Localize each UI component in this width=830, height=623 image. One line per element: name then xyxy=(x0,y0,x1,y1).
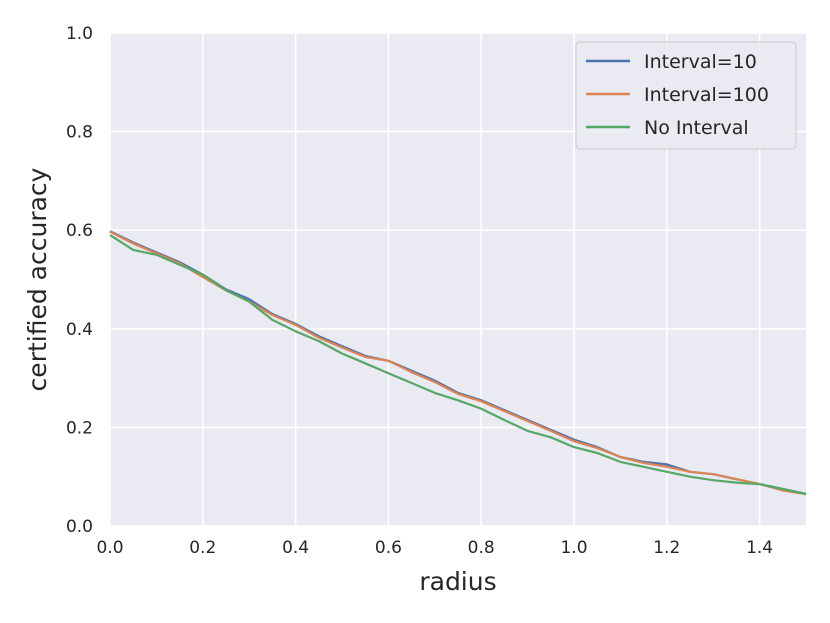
y-tick-label: 1.0 xyxy=(66,24,93,44)
x-tick-label: 1.4 xyxy=(746,538,773,558)
x-tick-label: 1.2 xyxy=(653,538,680,558)
y-tick-label: 0.6 xyxy=(66,221,93,241)
legend-box xyxy=(575,41,797,150)
x-tick-label: 1.0 xyxy=(560,538,587,558)
series-lines xyxy=(109,230,807,496)
x-tick-labels: 0.0 0.2 0.4 0.6 0.8 1.0 1.2 1.4 xyxy=(96,538,773,558)
y-tick-label: 0.8 xyxy=(66,123,93,143)
y-tick-label: 0.4 xyxy=(66,320,93,340)
x-tick-label: 0.4 xyxy=(282,538,309,558)
x-tick-label: 0.0 xyxy=(96,538,123,558)
y-tick-label: 0.2 xyxy=(66,418,93,438)
legend-label: Interval=10 xyxy=(644,51,757,73)
series-line-no-interval xyxy=(109,234,807,496)
legend: Interval=10 Interval=100 No Interval xyxy=(575,41,797,150)
y-axis-title: certified accuracy xyxy=(23,167,52,391)
x-axis-title: radius xyxy=(419,567,496,596)
legend-label: Interval=100 xyxy=(644,84,769,106)
y-tick-label: 0.0 xyxy=(66,517,93,537)
x-tick-label: 0.8 xyxy=(468,538,495,558)
x-tick-label: 0.2 xyxy=(189,538,216,558)
legend-label: No Interval xyxy=(644,117,749,139)
y-tick-labels: 0.0 0.2 0.4 0.6 0.8 1.0 xyxy=(66,24,93,537)
x-tick-label: 0.6 xyxy=(375,538,402,558)
